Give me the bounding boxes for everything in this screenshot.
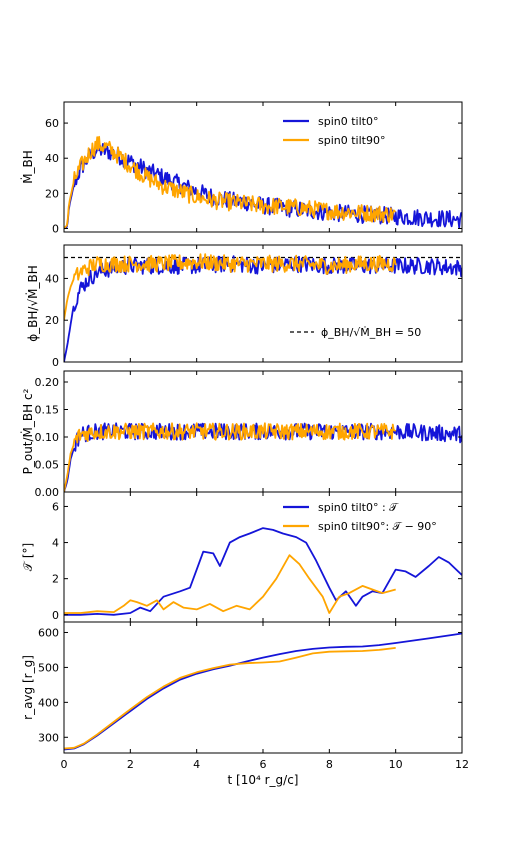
y-tick-label: 20 xyxy=(45,187,59,200)
y-tick-label: 4 xyxy=(52,537,59,550)
x-tick-label: 10 xyxy=(389,758,403,771)
panel-1: 0 20 40 60 Ṁ_BH spin0 tilt0° spin0 tilt90° xyxy=(20,101,463,235)
series-line-4-2 xyxy=(64,554,396,614)
x-tick-label: 2 xyxy=(127,758,134,771)
y-tick-label: 300 xyxy=(38,731,59,744)
y-tick-label: 6 xyxy=(52,500,59,513)
legend-label: ϕ_BH/√Ṁ_BH = 50 xyxy=(321,326,421,339)
x-tick-label: 0 xyxy=(61,758,68,771)
legend-label: spin0 tilt0° xyxy=(318,115,378,128)
legend-label: spin0 tilt0° : 𝒯 xyxy=(318,501,399,514)
series-line-1-1 xyxy=(64,140,462,230)
x-axis-label: t [10⁴ r_g/c] xyxy=(228,773,299,787)
y-tick-label: 40 xyxy=(45,152,59,165)
legend: ϕ_BH/√Ṁ_BH = 50 xyxy=(290,326,421,339)
y-axis-label: r_avg [r_g] xyxy=(21,655,35,720)
panel-3: 0.00 0.05 0.10 0.15 0.20P_out/Ṁ_BH c² xyxy=(20,370,463,499)
y-axis-label: Ṁ_BH xyxy=(20,150,35,184)
x-tick-label: 8 xyxy=(326,758,333,771)
series-line-4-1 xyxy=(64,527,462,616)
x-tick-label: 6 xyxy=(260,758,267,771)
y-tick-label: 0.20 xyxy=(35,376,60,389)
legend-label: spin0 tilt90° xyxy=(318,134,385,147)
y-tick-label: 500 xyxy=(38,661,59,674)
series-line-1-2 xyxy=(64,135,396,230)
panel-5: 300 400 500 600 0 2 4 6 8 10 12 r_avg [r_g]t [10⁴ r… xyxy=(21,621,469,787)
y-tick-label: 60 xyxy=(45,117,59,130)
y-tick-label: 400 xyxy=(38,696,59,709)
panel-4: 0 2 4 6 𝒯 [°] spin0 tilt0° : 𝒯 spin0 tilt90°: … xyxy=(21,491,463,623)
series-line-2-2 xyxy=(64,253,397,321)
y-tick-label: 0 xyxy=(52,356,59,369)
y-tick-label: 600 xyxy=(38,626,59,639)
series-line-5-2 xyxy=(64,647,396,750)
y-axis-label: 𝒯 [°] xyxy=(21,543,35,571)
y-tick-label: 0.10 xyxy=(35,431,60,444)
x-tick-label: 12 xyxy=(455,758,469,771)
y-tick-label: 40 xyxy=(45,272,59,285)
y-axis-label: ϕ_BH/√Ṁ_BH xyxy=(25,265,40,341)
y-tick-label: 20 xyxy=(45,314,59,327)
y-tick-label: 2 xyxy=(52,573,59,586)
y-axis-label: P_out/Ṁ_BH c² xyxy=(20,388,35,474)
y-tick-label: 0.00 xyxy=(35,486,60,499)
legend: spin0 tilt0° spin0 tilt90° xyxy=(283,115,385,147)
legend: spin0 tilt0° : 𝒯 spin0 tilt90°: 𝒯 − 90° xyxy=(283,501,437,533)
series-line-5-1 xyxy=(64,632,462,751)
y-tick-label: 0 xyxy=(52,609,59,622)
y-tick-label: 0.15 xyxy=(35,404,60,417)
y-tick-label: 0.05 xyxy=(35,459,60,472)
panel-2: 0 20 40 ϕ_BH/√Ṁ_BH ϕ_BH/√Ṁ_BH = 50 xyxy=(25,244,463,369)
legend-label: spin0 tilt90°: 𝒯 − 90° xyxy=(318,520,437,533)
panel-frame xyxy=(63,491,463,623)
y-tick-label: 0 xyxy=(52,222,59,235)
series-line-3-2 xyxy=(64,422,397,492)
x-tick-label: 4 xyxy=(193,758,200,771)
